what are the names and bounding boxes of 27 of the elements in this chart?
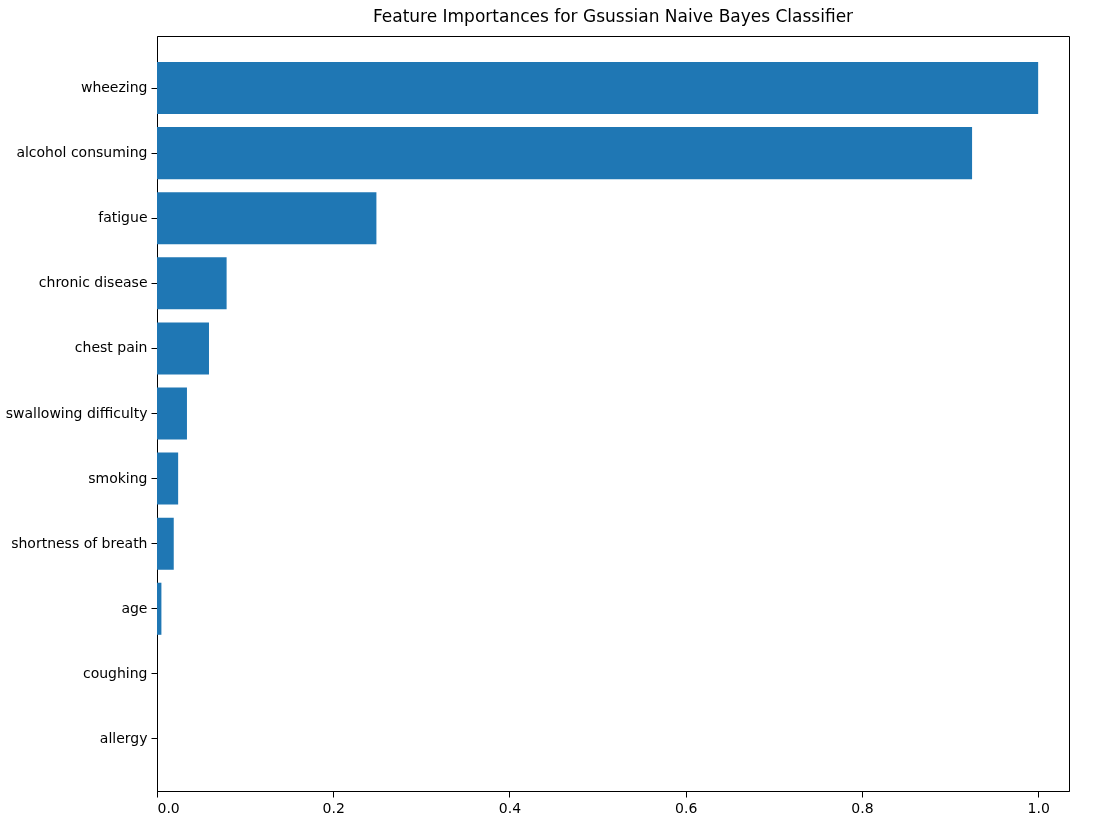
bar — [157, 387, 187, 440]
y-tick-label: wheezing — [80, 79, 148, 96]
x-tick-label: 0.0 — [157, 799, 180, 816]
chart-title: Feature Importances for Gsussian Naive Bayes Classifier — [372, 6, 854, 26]
bar — [157, 322, 209, 375]
y-tick-label: chest pain — [74, 339, 148, 356]
y-tick-label: shortness of breath — [11, 534, 148, 551]
bar — [157, 582, 162, 635]
bar — [157, 257, 227, 310]
y-tick-label: chronic disease — [38, 274, 148, 291]
bar — [157, 62, 1039, 115]
bar — [157, 452, 179, 505]
y-tick-label: coughing — [82, 664, 148, 681]
y-tick-label: age — [121, 599, 148, 616]
y-tick-label: alcohol consuming — [16, 144, 148, 161]
bar — [157, 517, 174, 570]
x-tick-label: 1.0 — [1027, 799, 1050, 816]
y-tick-label: swallowing difficulty — [5, 404, 148, 421]
bar — [157, 192, 377, 245]
x-tick-label: 0.4 — [498, 799, 522, 816]
y-tick-label: smoking — [88, 469, 148, 486]
x-tick-label: 0.6 — [675, 799, 698, 816]
x-tick-label: 0.2 — [322, 799, 345, 816]
x-tick-label: 0.8 — [851, 799, 874, 816]
y-tick-label: allergy — [99, 729, 148, 746]
y-tick-label: fatigue — [98, 209, 148, 226]
bar — [157, 127, 973, 180]
